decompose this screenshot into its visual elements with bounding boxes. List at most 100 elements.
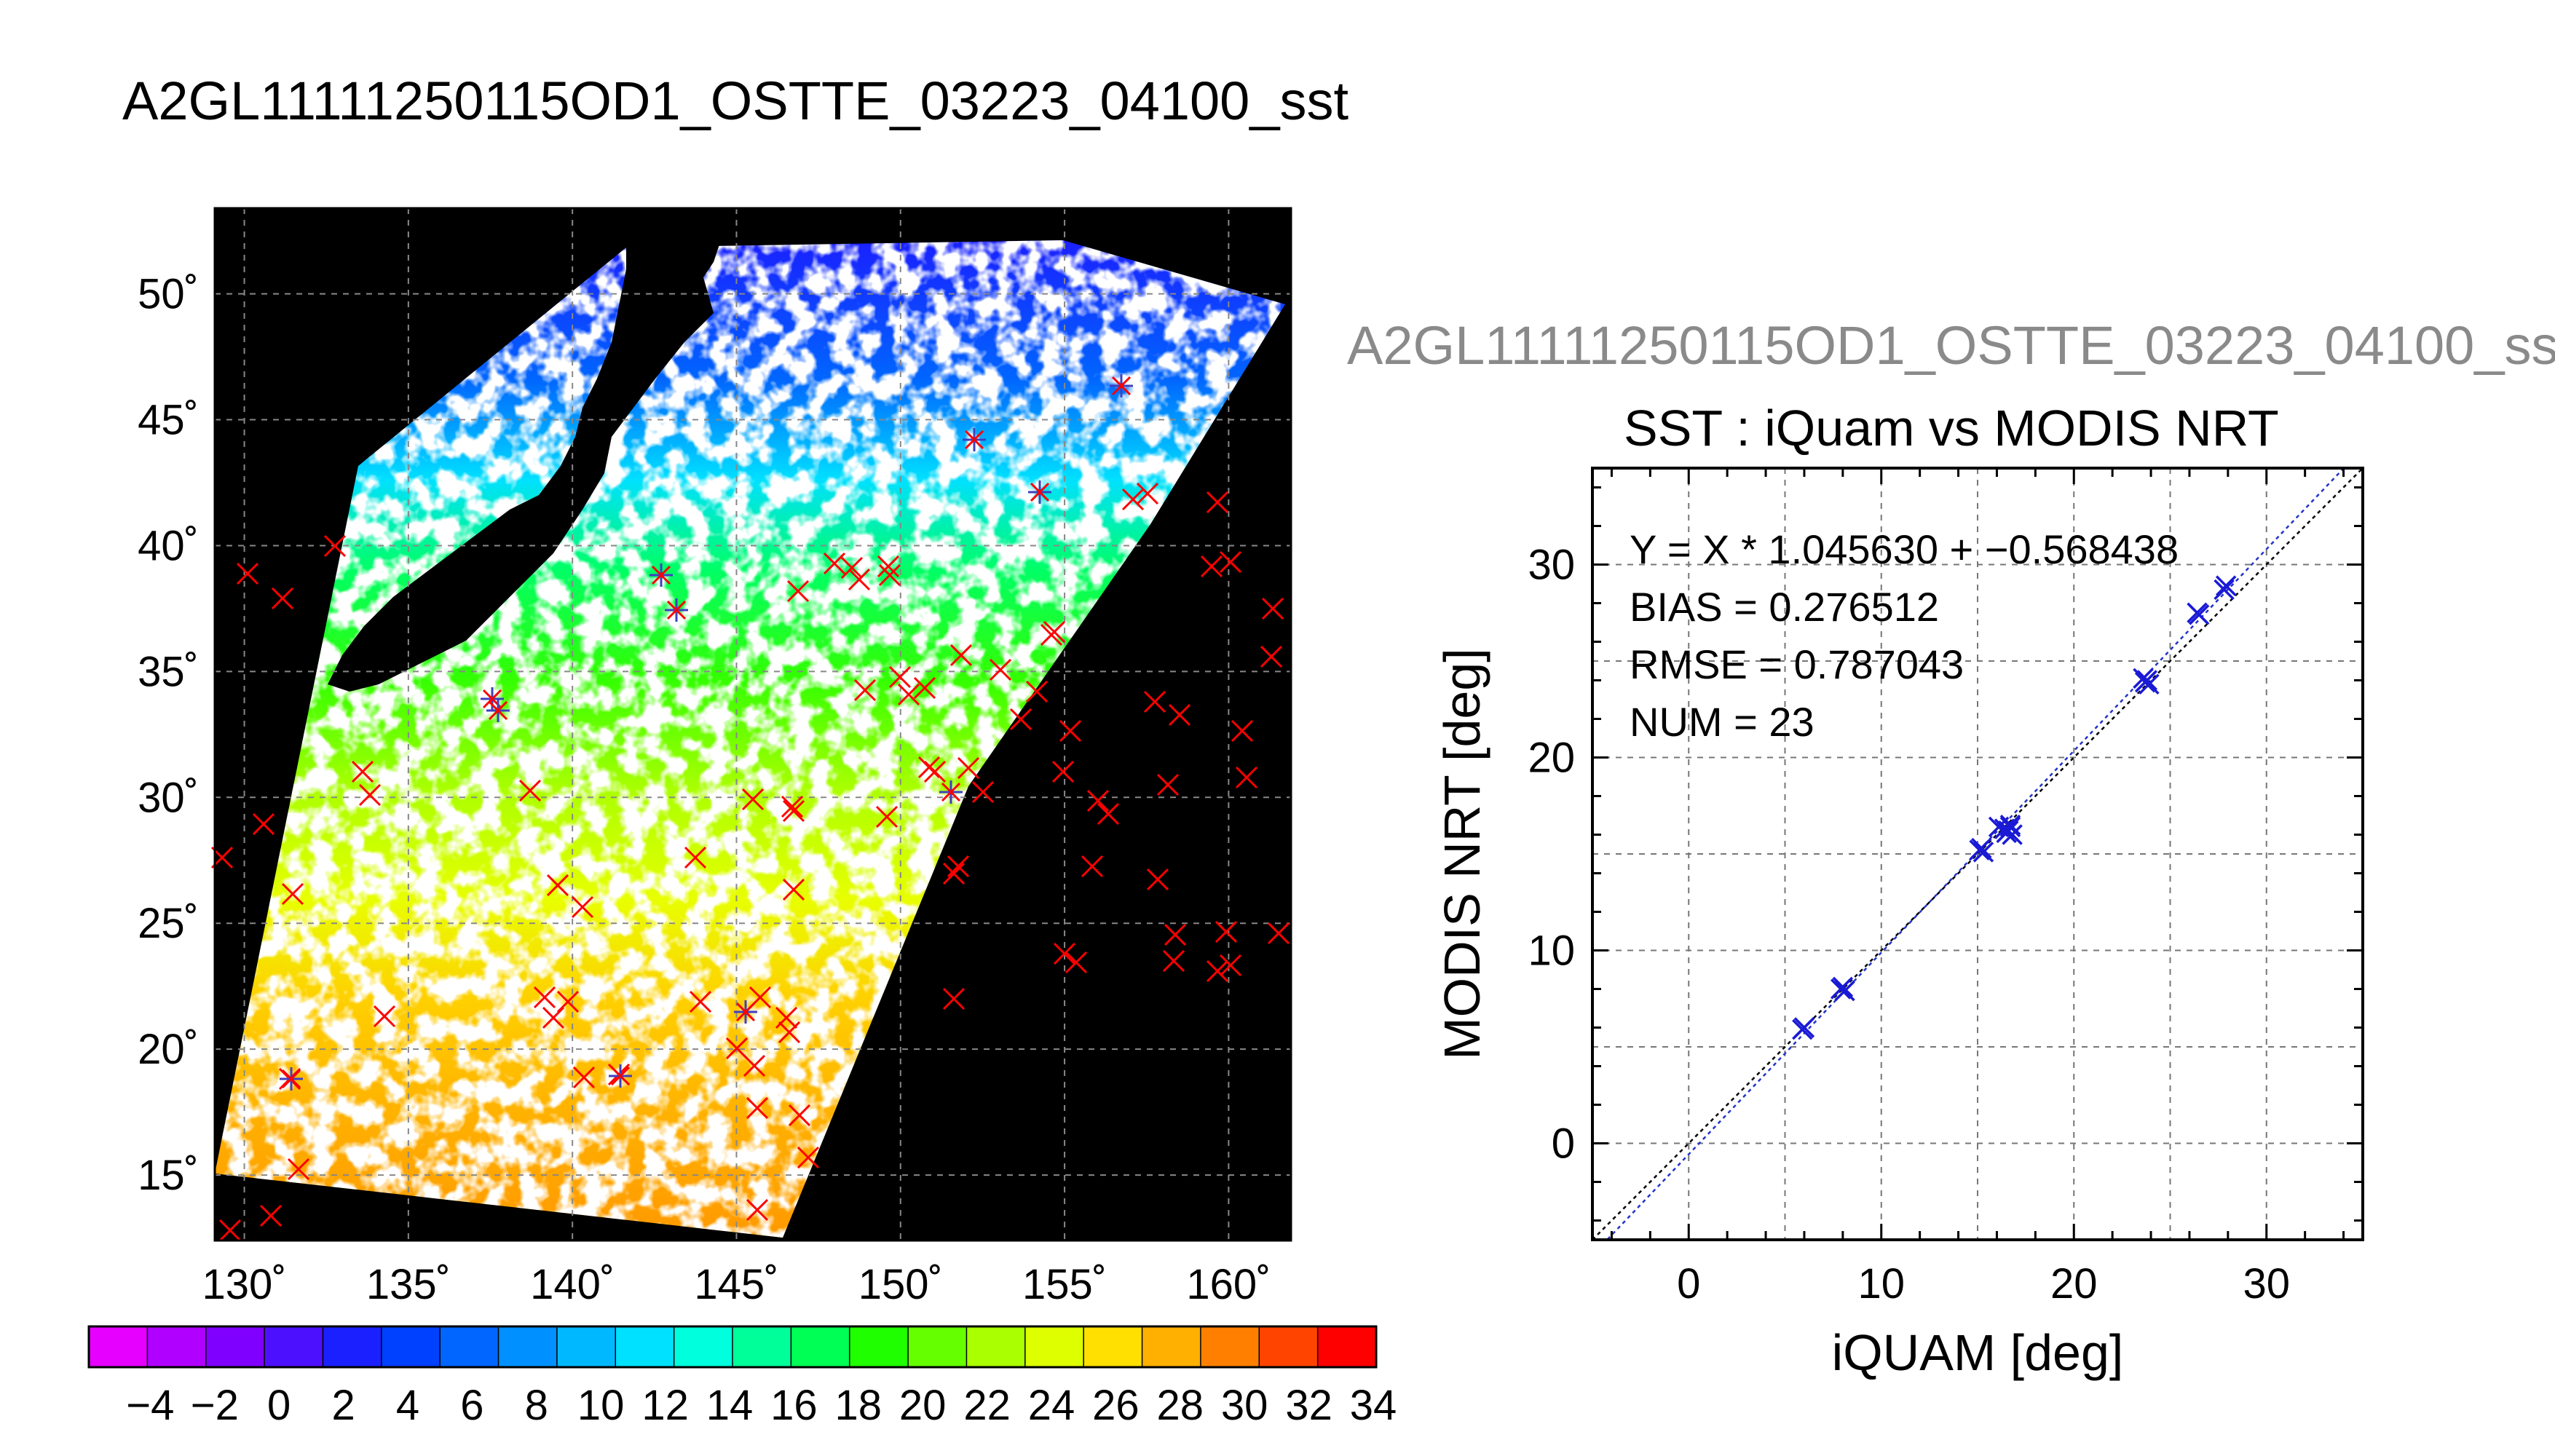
map-marker [1051,760,1075,783]
map-marker [571,895,594,919]
map-marker [1086,789,1110,812]
land-sakhalin [633,218,728,342]
stat-rmse: RMSE = 0.787043 [1630,641,1964,687]
map-marker [271,587,294,610]
map-marker [1146,868,1169,891]
cloud-cover [215,240,1285,1238]
map-marker [1156,773,1180,796]
scatter-point [1971,837,1992,859]
map-marker-matched [963,428,986,451]
x-axis-label: iQUAM [deg] [1832,1324,2124,1381]
map-marker [875,805,899,828]
x-tick-label: 10 [1857,1260,1905,1307]
map-marker [947,855,970,878]
map-marker [746,1096,769,1120]
scatter-point [1793,1017,1815,1038]
map-marker [1219,954,1242,977]
map-marker [533,986,556,1009]
map-marker-matched [734,1000,757,1024]
map-marker [1081,855,1104,878]
map-marker-matched [609,1064,632,1088]
lat-tick-label: 40˚ [138,522,199,569]
map-marker [888,665,912,689]
x-tick-label: 30 [2243,1260,2290,1307]
map-marker [1025,680,1049,703]
map-marker [351,760,374,783]
map-marker [518,779,542,802]
map-marker [373,1005,396,1028]
map-marker [1235,766,1258,789]
x-tick-label: 0 [1677,1260,1700,1307]
map-frame [213,207,1292,1242]
y-tick-label: 30 [1528,542,1575,589]
map-marker [323,534,347,558]
lat-tick-label: 15˚ [138,1152,199,1199]
scatter-point [1996,822,2017,844]
stat-equation: Y = X * 1.045630 + −0.568438 [1630,526,2179,572]
scatter-point [1994,818,2015,839]
scatter-point [2215,575,2237,596]
map-marker [1162,949,1185,973]
map-marker-matched [649,563,673,587]
stat-bias: BIAS = 0.276512 [1630,584,1939,630]
map-marker [1059,719,1082,743]
lat-tick-label: 45˚ [138,397,199,444]
map-marker [743,1054,766,1077]
map-marker [923,760,947,783]
map-marker [1261,597,1284,620]
map-marker [1065,951,1088,974]
stat-num: NUM = 23 [1630,699,1814,745]
map-marker [877,555,900,578]
scatter-point [2214,579,2235,601]
scatter-point [1999,816,2021,838]
lat-tick-label: 35˚ [138,648,199,695]
map-marker [259,1204,283,1227]
map-marker [989,658,1012,681]
x-tick-label: 20 [2050,1260,2098,1307]
lat-tick-label: 25˚ [138,900,199,947]
map-marker [782,799,805,823]
map-marker [725,1037,749,1060]
scatter-point [1834,980,1855,1002]
map-marker [1164,923,1187,946]
map-marker [546,874,569,897]
map-marker [1267,922,1290,945]
map-marker [287,1158,310,1181]
scatter-frame [1591,467,2364,1241]
map-marker [897,683,920,706]
map-marker [942,862,965,885]
map-marker [1200,555,1223,578]
map-marker-matched [486,699,510,722]
lon-tick-label: 150˚ [858,1261,943,1308]
map-marker [1097,802,1120,826]
scatter-point [2139,673,2160,695]
map-marker [797,1146,820,1169]
map-marker [1009,708,1032,731]
map-marker [684,846,707,869]
lon-tick-label: 130˚ [202,1261,287,1308]
lon-tick-label: 140˚ [530,1261,615,1308]
map-marker [786,579,810,603]
map-marker [913,676,936,700]
map-marker [556,990,580,1013]
map-marker [778,1021,801,1044]
lon-tick-label: 160˚ [1186,1261,1271,1308]
map-marker-matched [939,780,963,804]
map-marker [746,1198,769,1222]
y-tick-label: 0 [1552,1120,1575,1168]
map-marker [358,783,382,807]
map-marker-matched [1028,480,1051,504]
map-marker [741,788,765,811]
land-japan [328,211,714,692]
lat-tick-label: 50˚ [138,271,199,318]
land-asia [215,208,626,582]
map-marker [236,562,259,585]
map-marker [957,756,980,780]
map-marker [775,1006,798,1029]
lon-tick-label: 135˚ [366,1261,451,1308]
map-marker [1040,623,1063,646]
map-marker [281,882,304,906]
scatter-title: SST : iQuam vs MODIS NRT [1624,400,2279,456]
